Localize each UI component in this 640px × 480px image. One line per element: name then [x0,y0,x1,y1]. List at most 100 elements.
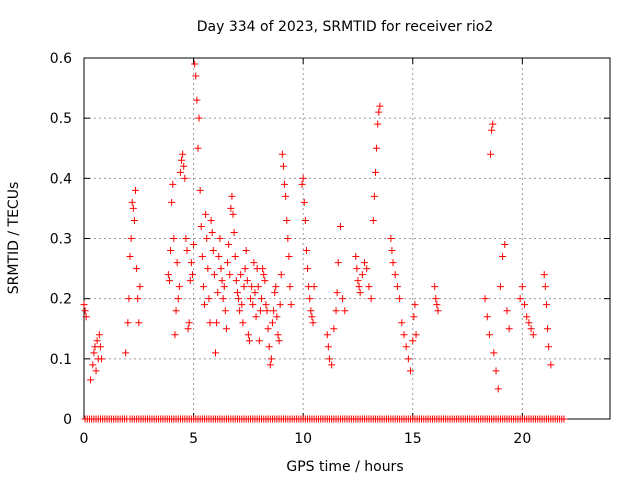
data-point [308,313,316,321]
data-point [503,307,511,315]
data-point [199,283,207,291]
data-points [80,60,568,423]
x-tick-label: 5 [189,431,198,447]
data-point [173,259,181,267]
data-point [409,337,417,345]
data-point [227,204,235,212]
data-point [130,216,138,224]
data-point [540,271,548,279]
data-point [304,265,312,273]
data-point [309,319,317,327]
data-point [278,150,286,158]
data-point [358,271,366,279]
data-point [492,367,500,375]
data-point [376,102,384,110]
data-point [192,72,200,80]
data-point [284,235,292,242]
data-point [198,253,206,261]
y-tick-label: 0.5 [50,111,72,127]
data-point [363,265,371,273]
data-point [184,325,192,333]
data-point [171,331,179,339]
data-point [242,247,250,255]
data-point [333,289,341,297]
data-point [371,168,379,176]
y-tick-label: 0.6 [50,51,72,67]
data-point [267,355,275,363]
data-point [410,313,418,321]
data-point [272,283,280,291]
data-point [128,198,136,206]
data-point [334,259,342,267]
data-point [176,168,184,176]
y-tick-label: 0.4 [50,171,72,187]
data-point [393,283,401,291]
data-point [258,295,266,303]
data-point [516,295,524,303]
data-point [489,120,497,128]
data-point [286,283,294,291]
data-point [193,96,201,104]
data-point [400,331,408,339]
chart-title: Day 334 of 2023, SRMTID for receiver rio… [197,19,494,35]
data-point [92,367,100,375]
data-point [96,343,104,351]
data-point [229,210,237,218]
data-point [302,247,310,255]
data-point [212,349,219,357]
data-point [214,289,222,297]
data-point [217,265,225,273]
data-point [310,283,318,291]
data-point [339,295,347,303]
data-point [336,222,344,230]
data-point [218,277,226,285]
data-point [186,277,194,285]
data-point [132,186,140,194]
data-point [431,283,439,291]
data-point [285,253,293,261]
data-point [266,361,274,369]
axis-ticks [83,57,610,420]
x-tick-label: 15 [404,431,422,447]
data-point [434,307,442,315]
data-point [398,319,406,327]
data-point [287,301,295,309]
data-point [260,271,268,279]
data-point [226,271,234,279]
zero-point [560,415,568,423]
data-point [323,331,331,339]
data-point [501,241,509,249]
data-point [354,277,362,285]
data-point [273,313,281,321]
data-point [505,325,513,333]
tick-labels: 0 0.1 0.2 0.3 0.4 0.5 0.6 0 5 10 15 20 [50,51,532,447]
data-point [172,307,180,315]
data-point [485,331,493,339]
data-point [488,126,496,134]
data-point [174,295,182,303]
data-point [122,349,130,357]
data-point [81,307,89,315]
data-point [356,289,364,297]
data-point [233,289,241,297]
data-point [402,343,410,351]
data-point [207,216,215,224]
data-point [126,253,134,261]
data-point [180,162,188,170]
data-point [235,295,243,303]
data-point [210,271,218,279]
data-point [545,343,553,351]
data-point [375,108,383,116]
data-point [251,289,259,297]
y-tick-label: 0.1 [50,352,72,368]
data-point [262,301,270,309]
data-point [367,295,375,303]
data-point [412,331,420,339]
data-point [355,283,363,291]
data-point [352,253,360,261]
data-point [494,385,502,393]
data-point [182,235,190,242]
data-point [256,307,264,315]
x-axis-label: GPS time / hours [286,459,403,475]
